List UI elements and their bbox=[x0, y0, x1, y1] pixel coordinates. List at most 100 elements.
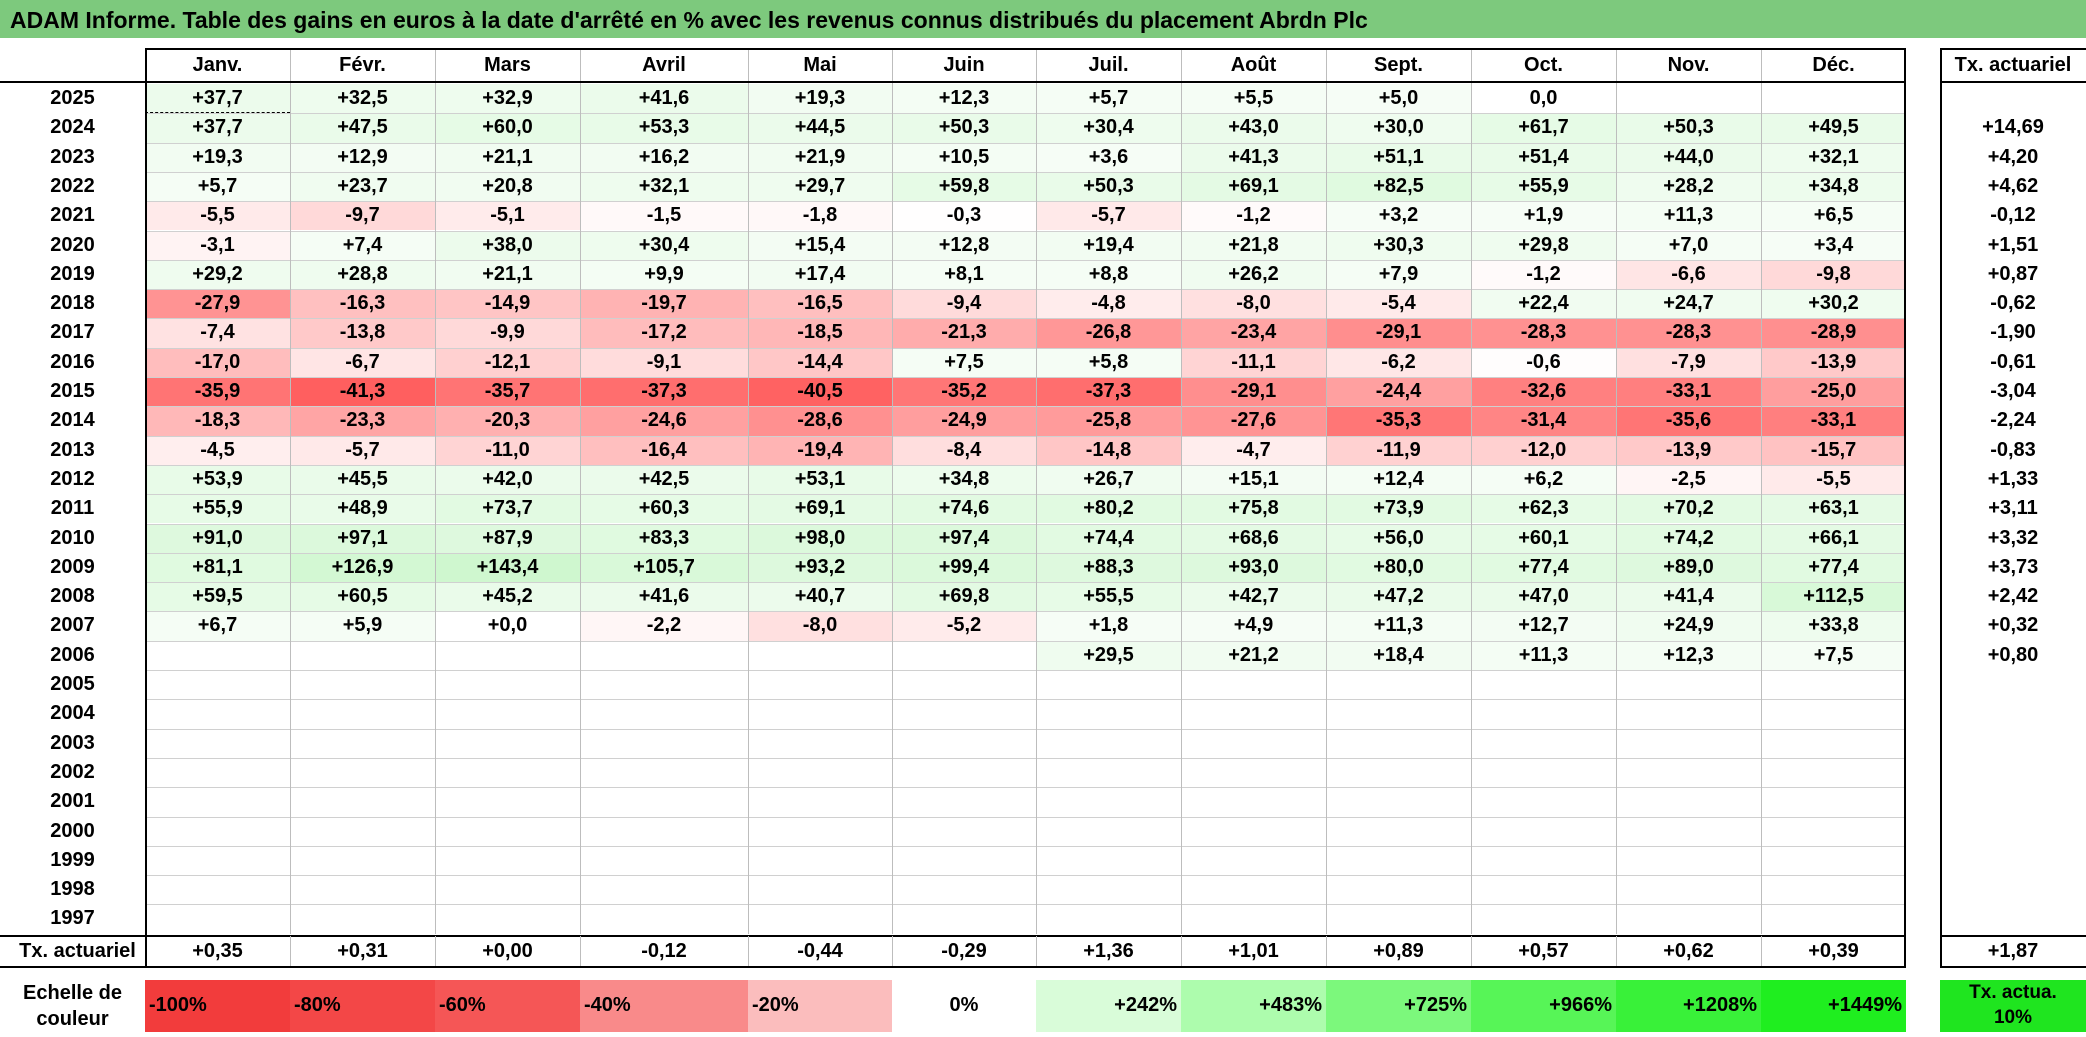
table-cell: -1,2 bbox=[1181, 201, 1326, 231]
scale-swatch: +966% bbox=[1471, 980, 1616, 1032]
table-cell bbox=[1761, 817, 1906, 846]
row-rate bbox=[1940, 817, 2086, 846]
table-cell bbox=[892, 817, 1036, 846]
table-cell: -5,4 bbox=[1326, 289, 1471, 319]
column-divider bbox=[748, 48, 749, 934]
table-cell bbox=[580, 670, 748, 699]
scale-label: Echelle de couleur bbox=[23, 982, 122, 1030]
table-cell bbox=[1616, 846, 1761, 875]
table-cell: -16,4 bbox=[580, 435, 748, 465]
table-cell: +50,3 bbox=[1036, 171, 1181, 202]
table-cell bbox=[748, 641, 892, 670]
row-divider bbox=[145, 347, 1906, 349]
table-border bbox=[145, 48, 1906, 50]
row-divider bbox=[145, 611, 1906, 613]
table-cell: -28,3 bbox=[1616, 318, 1761, 348]
column-divider bbox=[1326, 936, 1327, 966]
table-cell: +19,3 bbox=[145, 142, 290, 172]
table-cell: +63,1 bbox=[1761, 494, 1906, 524]
table-cell bbox=[1036, 699, 1181, 728]
table-cell: -5,1 bbox=[435, 201, 580, 231]
table-cell: -1,8 bbox=[748, 201, 892, 231]
table-cell: +55,9 bbox=[1471, 171, 1616, 202]
table-cell: +42,7 bbox=[1181, 582, 1326, 612]
table-cell: +8,1 bbox=[892, 259, 1036, 290]
year-label: 2024 bbox=[50, 116, 95, 139]
table-cell: -8,4 bbox=[892, 435, 1036, 465]
table-cell: +38,0 bbox=[435, 230, 580, 260]
table-cell: -19,7 bbox=[580, 289, 748, 319]
row-divider bbox=[145, 435, 1906, 437]
row-rate: -0,83 bbox=[1990, 438, 2036, 461]
table-cell: +51,1 bbox=[1326, 142, 1471, 172]
table-cell: +112,5 bbox=[1761, 582, 1906, 612]
table-cell: +24,7 bbox=[1616, 289, 1761, 319]
table-cell: +3,2 bbox=[1326, 201, 1471, 231]
table-cell bbox=[580, 699, 748, 728]
table-cell: +5,7 bbox=[145, 171, 290, 202]
row-rate: +3,11 bbox=[1988, 497, 2038, 520]
table-cell: -35,6 bbox=[1616, 406, 1761, 436]
table-cell: -17,0 bbox=[145, 347, 290, 377]
table-cell bbox=[145, 817, 290, 846]
scale-swatch: +1208% bbox=[1616, 980, 1761, 1032]
row-divider bbox=[145, 699, 1906, 701]
table-cell: +75,8 bbox=[1181, 494, 1326, 524]
table-cell: +15,1 bbox=[1181, 464, 1326, 495]
table-cell bbox=[1181, 846, 1326, 875]
table-cell: +98,0 bbox=[748, 523, 892, 553]
table-cell: -29,1 bbox=[1326, 318, 1471, 348]
row-divider bbox=[145, 377, 1906, 378]
column-divider bbox=[1036, 48, 1037, 934]
table-cell: +32,1 bbox=[1761, 142, 1906, 172]
row-rate bbox=[1940, 875, 2086, 904]
footer-total: +1,87 bbox=[1987, 940, 2039, 962]
table-cell: -25,8 bbox=[1036, 406, 1181, 436]
row-rate: +3,73 bbox=[1987, 555, 2039, 578]
row-divider bbox=[145, 318, 1906, 320]
footer-cell: -0,29 bbox=[941, 940, 987, 962]
table-cell: -1,2 bbox=[1471, 259, 1616, 290]
row-rate: -0,12 bbox=[1990, 204, 2036, 227]
table-cell: +1,8 bbox=[1036, 611, 1181, 641]
table-cell: +87,9 bbox=[435, 523, 580, 553]
table-cell: +12,7 bbox=[1471, 611, 1616, 641]
scale-rate-swatch: Tx. actua. 10% bbox=[1940, 980, 2086, 1032]
table-cell bbox=[748, 699, 892, 728]
column-divider bbox=[580, 48, 581, 934]
table-cell bbox=[1181, 875, 1326, 904]
table-cell: +41,3 bbox=[1181, 142, 1326, 172]
table-cell: -33,1 bbox=[1761, 406, 1906, 436]
table-cell: +41,4 bbox=[1616, 582, 1761, 612]
table-cell bbox=[580, 641, 748, 670]
table-border bbox=[1940, 935, 2086, 937]
table-cell: -17,2 bbox=[580, 318, 748, 348]
table-cell: +17,4 bbox=[748, 259, 892, 290]
row-rate bbox=[1940, 699, 2086, 728]
column-divider bbox=[1471, 48, 1472, 934]
table-cell: -24,4 bbox=[1326, 377, 1471, 407]
table-cell bbox=[290, 875, 435, 904]
year-label: 2017 bbox=[50, 321, 95, 344]
table-cell: -12,1 bbox=[435, 347, 580, 377]
table-cell bbox=[290, 641, 435, 670]
table-cell: -9,1 bbox=[580, 347, 748, 377]
table-cell: -27,6 bbox=[1181, 406, 1326, 436]
column-divider bbox=[1616, 936, 1617, 966]
table-border bbox=[0, 935, 1906, 937]
table-cell bbox=[892, 729, 1036, 758]
table-cell: +5,7 bbox=[1036, 84, 1181, 114]
table-cell bbox=[892, 670, 1036, 699]
table-cell: -4,7 bbox=[1181, 435, 1326, 465]
table-cell bbox=[1326, 875, 1471, 904]
table-cell: -24,9 bbox=[892, 406, 1036, 436]
table-cell bbox=[1181, 787, 1326, 816]
table-cell: +33,8 bbox=[1761, 611, 1906, 641]
table-cell: +5,5 bbox=[1181, 84, 1326, 114]
column-divider bbox=[748, 936, 749, 966]
year-label: 2018 bbox=[50, 292, 95, 315]
table-cell: +6,5 bbox=[1761, 201, 1906, 231]
table-cell: -9,8 bbox=[1761, 259, 1906, 290]
table-cell: +11,3 bbox=[1471, 640, 1616, 670]
table-cell: +97,4 bbox=[892, 523, 1036, 553]
